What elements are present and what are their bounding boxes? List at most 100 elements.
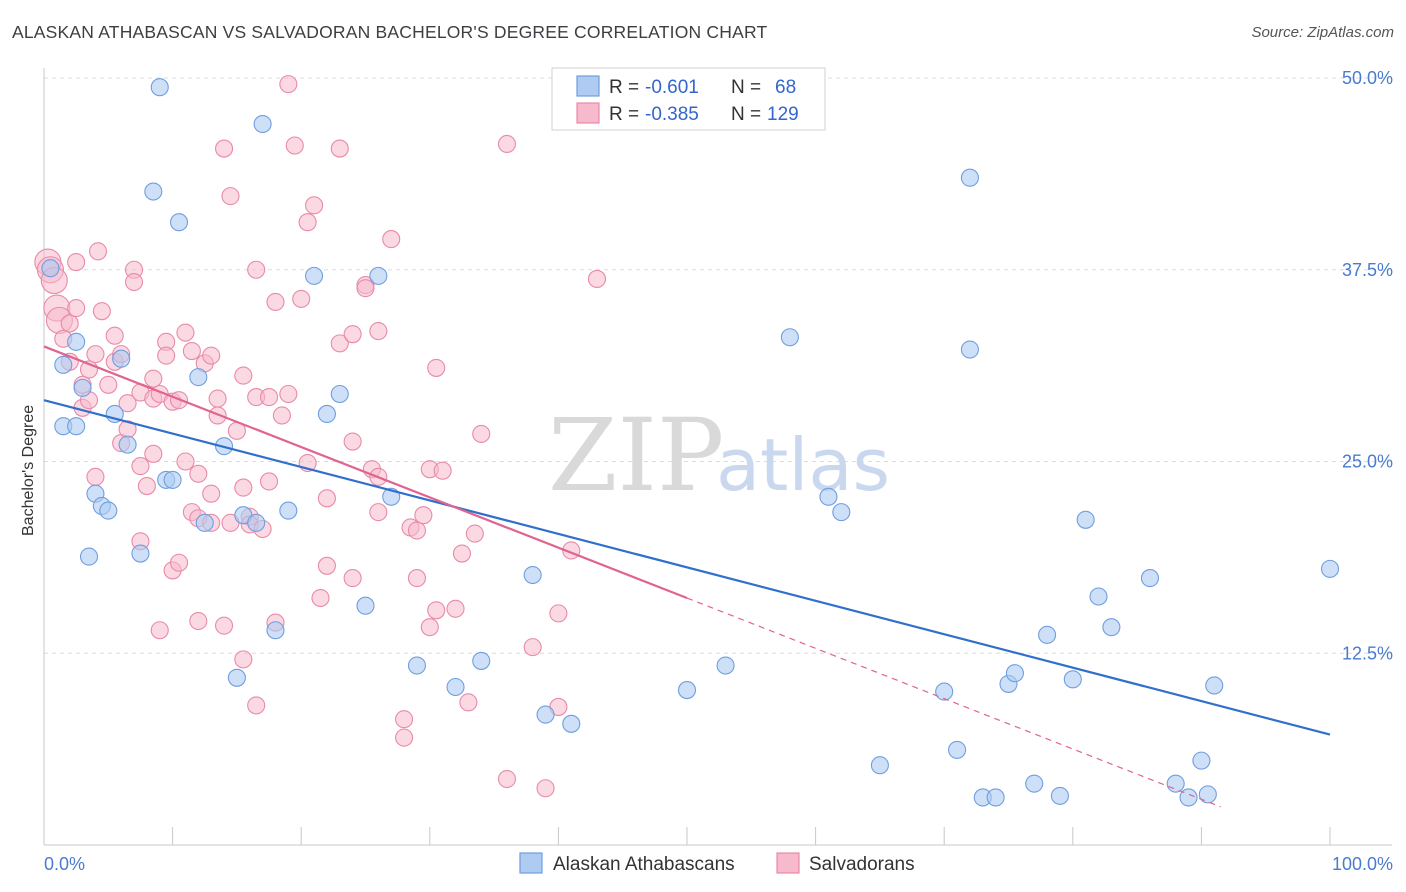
alaskan-athabascans-point — [716, 656, 735, 675]
watermark-atlas: atlas — [716, 423, 890, 507]
alaskan-athabascans-trend-line — [43, 399, 1331, 736]
alaskan-athabascans-point — [54, 355, 73, 374]
alaskan-athabascans-point — [986, 788, 1005, 807]
alaskan-athabascans-point — [1205, 676, 1224, 695]
legend-n-value-0: 68 — [775, 77, 796, 98]
alaskan-athabascans-point — [677, 681, 697, 700]
series-legend: Alaskan Athabascans Salvadorans — [519, 852, 915, 875]
alaskan-athabascans-point — [266, 621, 285, 640]
salvadorans-point — [214, 616, 234, 635]
salvadorans-point — [549, 604, 568, 623]
x-tick-label-0: 0.0% — [44, 854, 85, 874]
alaskan-athabascans-point — [1063, 670, 1082, 689]
trend-lines — [43, 345, 1331, 808]
alaskan-athabascans-point — [407, 656, 426, 675]
alaskan-athabascans-point — [1192, 751, 1211, 770]
salvadorans-point — [202, 484, 221, 503]
alaskan-athabascans-point — [1076, 510, 1095, 529]
salvadorans-point — [67, 299, 86, 318]
alaskan-athabascans-point — [99, 501, 118, 520]
alaskan-athabascans-point — [195, 513, 214, 532]
alaskan-athabascans-point — [305, 266, 324, 285]
salvadorans-point — [118, 394, 137, 413]
legend-r-value-0: -0.601 — [645, 77, 699, 98]
alaskan-athabascans-point — [1089, 587, 1108, 606]
legend-swatch-blue — [576, 75, 600, 97]
y-tick-label-0: 12.5% — [1342, 643, 1393, 663]
correlation-legend: R = -0.601 N = 68 R = -0.385 N = 129 — [551, 67, 826, 131]
salvadorans-trend-extension — [686, 597, 1221, 808]
salvadorans-point — [587, 269, 607, 289]
y-tick-labels: 12.5% 25.0% 37.5% 50.0% — [1342, 68, 1393, 663]
salvadorans-point — [176, 452, 195, 471]
legend-r-label-1: R = — [609, 104, 639, 125]
series-legend-swatch-blue — [519, 852, 543, 874]
alaskan-athabascans-point — [118, 435, 137, 454]
salvadorans-point — [343, 432, 362, 451]
alaskan-athabascans-point — [935, 682, 954, 701]
legend-r-value-1: -0.385 — [645, 104, 699, 125]
salvadorans-point — [292, 289, 311, 308]
salvadorans-point — [189, 464, 208, 483]
y-axis-title: Bachelor's Degree — [20, 405, 37, 536]
alaskan-athabascans-point — [472, 651, 491, 670]
alaskan-athabascans-point — [112, 349, 131, 368]
x-tick-label-1: 100.0% — [1332, 854, 1393, 874]
alaskan-athabascans-points — [41, 78, 1340, 807]
salvadorans-point — [536, 779, 555, 798]
salvadorans-point — [497, 134, 517, 154]
alaskan-athabascans-point — [279, 501, 298, 520]
salvadorans-point — [234, 650, 253, 669]
salvadorans-point — [407, 569, 426, 588]
salvadorans-point — [452, 544, 472, 563]
alaskan-athabascans-point — [67, 417, 86, 436]
alaskan-athabascans-point — [870, 756, 889, 775]
salvadorans-point — [234, 478, 253, 497]
alaskan-athabascans-point — [536, 705, 555, 724]
watermark: ZIP atlas — [548, 397, 890, 514]
salvadorans-point — [124, 272, 144, 292]
salvadorans-point — [60, 314, 79, 333]
alaskan-athabascans-point — [1198, 785, 1217, 804]
legend-swatch-pink — [576, 102, 600, 124]
alaskan-athabascans-point — [253, 114, 272, 134]
salvadorans-point — [317, 556, 336, 575]
salvadorans-point — [279, 75, 298, 94]
salvadorans-point — [99, 375, 118, 394]
chart-title: ALASKAN ATHABASCAN VS SALVADORAN BACHELO… — [12, 22, 768, 42]
salvadorans-point — [343, 325, 362, 344]
legend-r-label-0: R = — [609, 77, 639, 98]
salvadorans-point — [427, 601, 446, 620]
alaskan-athabascans-point — [1320, 559, 1340, 578]
alaskan-athabascans-point — [189, 368, 208, 387]
salvadorans-point — [472, 424, 491, 443]
salvadorans-point — [221, 187, 240, 206]
alaskan-athabascans-point — [330, 384, 349, 404]
salvadorans-point — [343, 569, 362, 588]
y-tick-label-3: 50.0% — [1342, 68, 1393, 88]
alaskan-athabascans-point — [79, 547, 99, 566]
salvadorans-point — [523, 638, 542, 657]
alaskan-athabascans-point — [1102, 618, 1121, 637]
salvadorans-point — [259, 472, 279, 491]
salvadorans-point — [131, 457, 150, 476]
alaskan-athabascans-point — [523, 565, 542, 585]
salvadorans-point — [67, 253, 86, 272]
salvadorans-point — [272, 406, 291, 425]
salvadorans-point — [465, 524, 484, 543]
salvadorans-point — [414, 506, 433, 525]
legend-n-label-0: N = — [731, 77, 761, 98]
salvadorans-point — [86, 467, 105, 486]
salvadorans-point — [202, 346, 221, 365]
salvadorans-point — [208, 389, 227, 408]
alaskan-athabascans-point — [1038, 625, 1057, 644]
salvadorans-point — [105, 326, 124, 345]
alaskan-athabascans-point — [131, 544, 150, 563]
salvadorans-point — [446, 599, 465, 618]
alaskan-athabascans-point — [1166, 774, 1185, 793]
alaskan-athabascans-point — [562, 714, 581, 733]
alaskan-athabascans-point — [832, 503, 851, 522]
salvadorans-point — [247, 696, 266, 715]
salvadorans-point — [157, 346, 176, 365]
